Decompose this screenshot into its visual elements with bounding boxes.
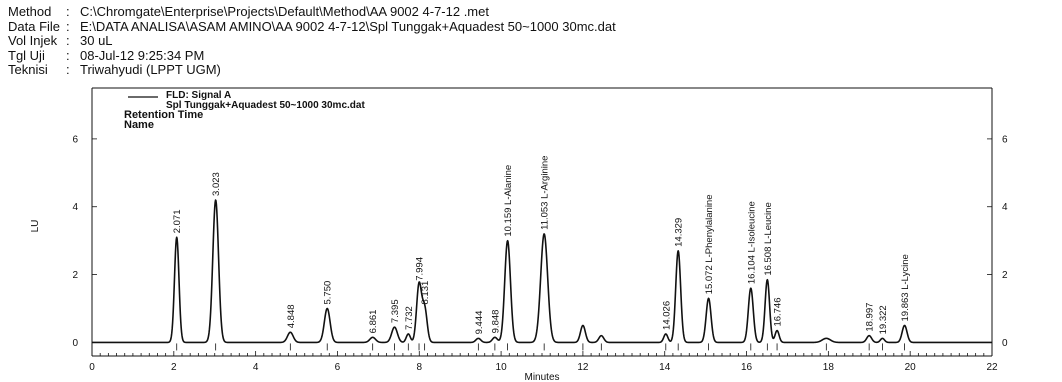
y-axis-label: LU xyxy=(30,220,41,233)
data-file-key: Data File xyxy=(8,18,61,34)
peak-label: 4.848 xyxy=(286,304,297,328)
x-tick-label: 2 xyxy=(171,362,177,373)
legend-signal: FLD: Signal A xyxy=(166,90,231,101)
x-axis-label: Minutes xyxy=(524,372,559,382)
y-left-tick-label: 0 xyxy=(72,338,78,349)
y-right-tick-label: 6 xyxy=(1002,134,1008,145)
x-tick-label: 22 xyxy=(986,362,998,373)
tgl-uji-sep: : xyxy=(66,47,70,63)
peak-label: 7.395 xyxy=(390,299,401,323)
vol-injek-value: 30 uL xyxy=(80,33,113,49)
method-key: Method xyxy=(8,4,52,19)
trace-layer xyxy=(91,199,993,351)
data-file-value: E:\DATA ANALISA\ASAM AMINO\AA 9002 4-7-1… xyxy=(80,18,616,34)
x-tick-label: 10 xyxy=(496,362,508,373)
peak-label: 9.848 xyxy=(490,310,501,334)
peak-label: 6.861 xyxy=(368,310,379,334)
teknisi-sep: : xyxy=(66,62,70,78)
y-right-tick-label: 0 xyxy=(1002,338,1008,349)
tgl-uji-row: Tgl Uji : 08-Jul-12 9:25:34 PM xyxy=(8,47,616,64)
vol-injek-key: Vol Injek xyxy=(8,33,58,49)
peak-label: 2.071 xyxy=(172,209,183,233)
peak-label: 10.159 L-Alanine xyxy=(503,165,514,237)
x-tick-label: 16 xyxy=(741,362,753,373)
x-tick-label: 20 xyxy=(905,362,917,373)
peak-label: 7.732 xyxy=(404,306,415,330)
data-file-row: Data File : E:\DATA ANALISA\ASAM AMINO\A… xyxy=(8,18,616,35)
peak-label: 14.026 xyxy=(661,301,672,330)
method-row: Method : C:\Chromgate\Enterprise\Project… xyxy=(8,4,616,20)
tgl-uji-key: Tgl Uji xyxy=(8,47,45,63)
y-left-tick-label: 4 xyxy=(72,202,78,213)
peak-label-layer: 2.071 3.023 4.848 5.750 6.861 7.395 7.732 7.994… xyxy=(172,156,911,335)
chart-legend: FLD: Signal A Spl Tunggak+Aquadest 50~10… xyxy=(124,90,365,131)
y-right-tick-label: 4 xyxy=(1002,202,1008,213)
peak-label: 7.994 xyxy=(415,257,426,281)
peak-label: 11.053 L-Arginine xyxy=(540,156,551,230)
x-tick-label: 6 xyxy=(335,362,341,373)
peak-label: 5.750 xyxy=(323,281,334,305)
data-file-sep: : xyxy=(66,18,70,34)
y-left-tick-label: 6 xyxy=(72,134,78,145)
peak-label: 3.023 xyxy=(211,172,222,196)
peak-label: 16.746 xyxy=(773,297,784,326)
teknisi-key: Teknisi xyxy=(8,62,48,78)
peak-label: 9.444 xyxy=(474,311,485,335)
peak-label: 15.072 L-Phenylalanine xyxy=(704,194,715,294)
method-sep: : xyxy=(66,4,70,19)
method-value: C:\Chromgate\Enterprise\Projects\Default… xyxy=(80,4,489,19)
teknisi-row: Teknisi : Triwahyudi (LPPT UGM) xyxy=(8,63,616,78)
x-tick-label: 12 xyxy=(577,362,589,373)
legend-sample: Spl Tunggak+Aquadest 50~1000 30mc.dat xyxy=(166,100,365,111)
teknisi-value: Triwahyudi (LPPT UGM) xyxy=(80,62,221,78)
axes-layer: 0 2 4 6 8 10 12 14 16 18 20 22 0 2 4 6 0 2 4 6 xyxy=(72,134,1008,373)
method-info-header: Method : C:\Chromgate\Enterprise\Project… xyxy=(8,4,616,78)
peak-label: 19.322 xyxy=(878,305,889,334)
peak-label: 18.997 xyxy=(865,303,876,332)
x-tick-label: 18 xyxy=(823,362,835,373)
peak-label: 16.508 L-Leucine xyxy=(763,202,774,275)
vol-injek-sep: : xyxy=(66,33,70,49)
x-tick-label: 0 xyxy=(89,362,95,373)
y-left-tick-label: 2 xyxy=(72,270,78,281)
legend-retention-time: Retention Time xyxy=(124,109,203,121)
x-tick-label: 4 xyxy=(253,362,259,373)
x-tick-label: 14 xyxy=(659,362,671,373)
signal-a-trace xyxy=(91,199,993,344)
peak-label: 16.104 L-Isoleucine xyxy=(746,201,757,284)
peak-label: 8.131 xyxy=(420,281,431,305)
legend-name: Name xyxy=(124,119,154,131)
peak-label: 14.329 xyxy=(674,218,685,247)
x-tick-label: 8 xyxy=(416,362,422,373)
y-right-tick-label: 2 xyxy=(1002,270,1008,281)
peak-label: 19.863 L-Lycine xyxy=(900,254,911,321)
vol-injek-row: Vol Injek : 30 uL xyxy=(8,34,616,49)
tgl-uji-value: 08-Jul-12 9:25:34 PM xyxy=(80,47,205,63)
